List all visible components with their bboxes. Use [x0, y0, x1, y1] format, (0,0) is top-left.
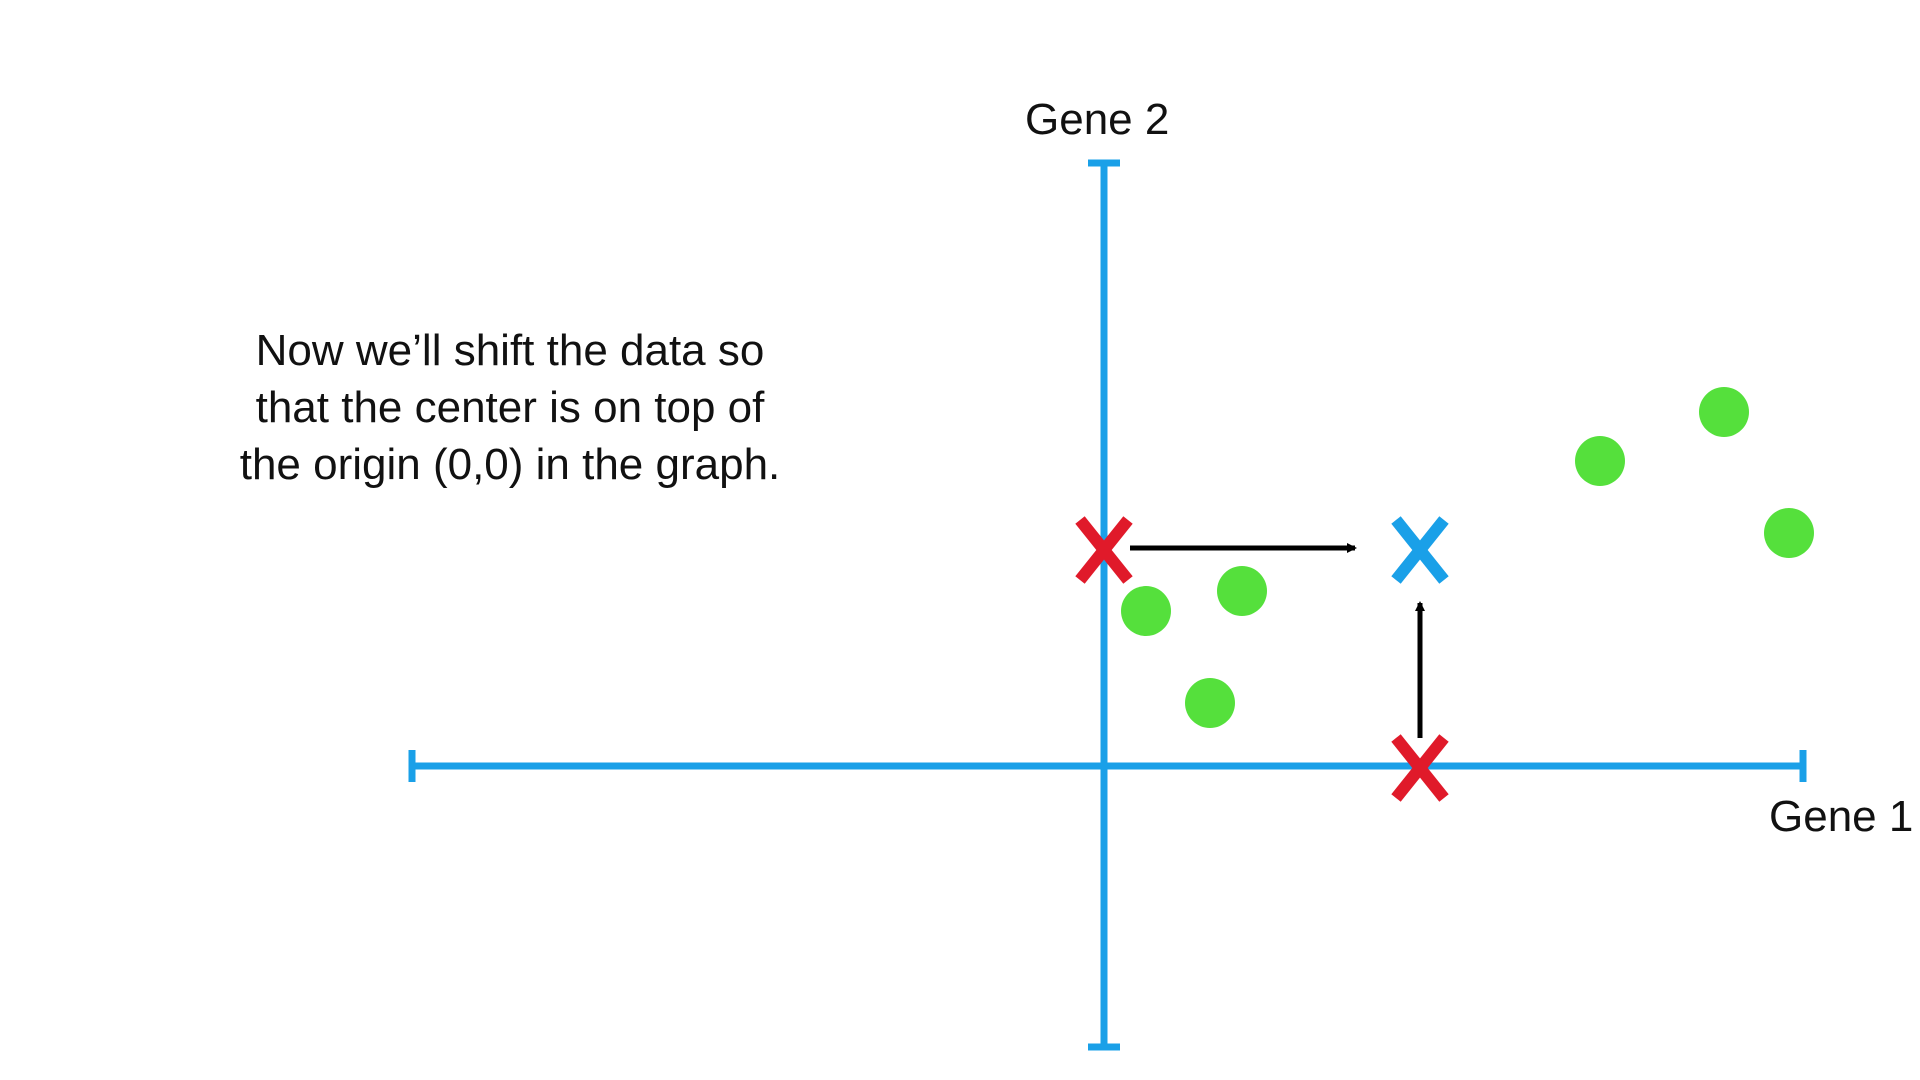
data-point [1699, 387, 1749, 437]
data-point [1185, 678, 1235, 728]
caption-line-1: Now we’ll shift the data so [255, 326, 765, 375]
caption-text: Now we’ll shift the data so that the cen… [170, 322, 850, 493]
data-point [1217, 566, 1267, 616]
shift-arrows [1130, 543, 1425, 738]
data-point [1764, 508, 1814, 558]
data-point [1121, 586, 1171, 636]
data-point [1575, 436, 1625, 486]
x-axis-label: Gene 1 [1769, 792, 1914, 841]
gene2-projection-x-marker [1075, 516, 1133, 584]
y-axis-label: Gene 2 [1025, 95, 1170, 144]
caption-line-2: that the center is on top of [255, 383, 765, 432]
gene1-projection-x-marker [1391, 734, 1449, 802]
caption-line-3: the origin (0,0) in the graph. [239, 440, 781, 489]
y-axis [1088, 159, 1120, 1051]
x-markers [1075, 516, 1449, 802]
data-points [1121, 387, 1814, 728]
data-center-x-marker [1391, 516, 1449, 584]
